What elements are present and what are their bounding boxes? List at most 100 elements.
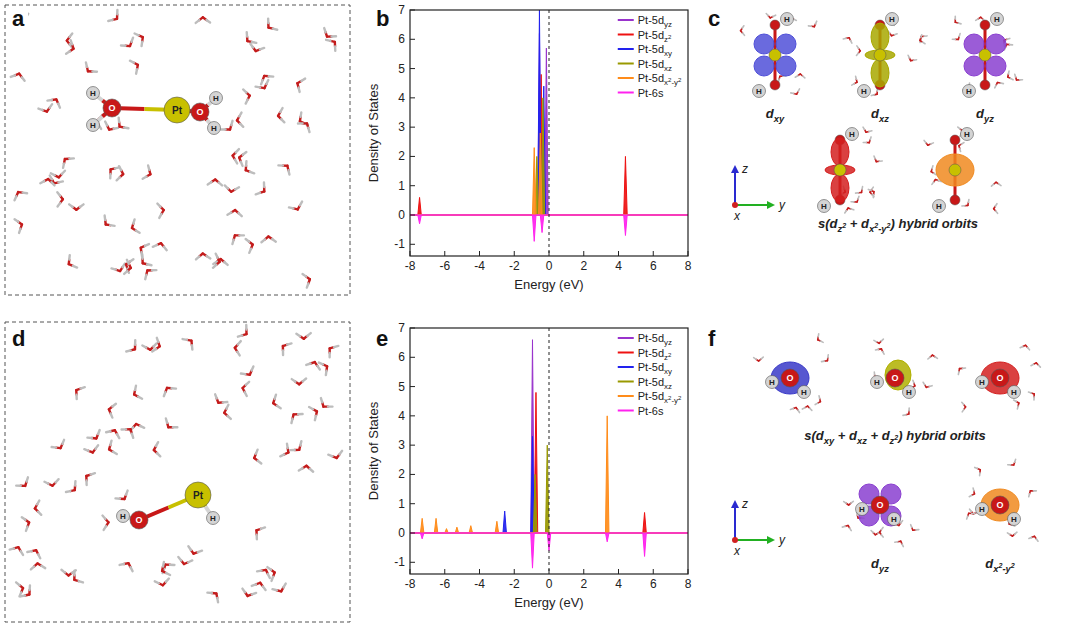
x-tick-label: 8 bbox=[685, 577, 692, 591]
structure-panel: HHOPtOHH bbox=[5, 5, 350, 295]
atom bbox=[191, 103, 209, 121]
water-bond bbox=[239, 113, 241, 117]
y-tick bbox=[410, 156, 415, 157]
water-bond bbox=[140, 426, 144, 428]
water-bond bbox=[959, 149, 961, 152]
water-bond bbox=[817, 334, 819, 337]
water-bond bbox=[810, 408, 812, 410]
water-bond bbox=[869, 137, 872, 140]
atom-label: H bbox=[979, 378, 985, 387]
water-bond bbox=[81, 387, 85, 388]
atom-label: H bbox=[210, 514, 216, 523]
legend-swatch bbox=[618, 395, 634, 397]
water-bond bbox=[850, 528, 852, 531]
water-bond bbox=[280, 108, 282, 112]
water-bond bbox=[102, 516, 105, 519]
legend-swatch bbox=[618, 352, 634, 354]
atom bbox=[818, 200, 831, 213]
water-bond bbox=[73, 266, 77, 268]
water-bond bbox=[44, 482, 48, 484]
water-bond bbox=[996, 211, 998, 213]
water-bond bbox=[121, 44, 125, 47]
water-bond bbox=[84, 449, 88, 451]
text-run: z bbox=[988, 114, 994, 124]
water-bond bbox=[52, 446, 56, 449]
y-tick bbox=[410, 244, 415, 245]
water-bond bbox=[16, 484, 20, 487]
orbital-lobe bbox=[831, 174, 849, 202]
y-tick bbox=[410, 185, 415, 186]
water-bond bbox=[245, 161, 248, 165]
water-bond bbox=[808, 25, 811, 27]
atom bbox=[933, 200, 946, 213]
legend: Pt-5dyzPt-5dz2Pt-5dxyPt-5dxzPt-5dx2-y2Pt… bbox=[618, 14, 682, 99]
atom-label: H bbox=[861, 87, 867, 96]
fermi-line bbox=[549, 10, 550, 256]
text-run: P bbox=[638, 58, 645, 70]
water-bond bbox=[124, 126, 128, 129]
water-bond bbox=[967, 516, 968, 519]
legend-swatch bbox=[618, 366, 634, 368]
atom-label: O bbox=[891, 373, 898, 383]
water-bond bbox=[92, 70, 96, 73]
water-bond bbox=[142, 345, 146, 347]
water-bond bbox=[845, 210, 847, 212]
water-bond bbox=[22, 77, 25, 81]
water-bond bbox=[931, 143, 934, 144]
x-tick bbox=[549, 251, 550, 256]
water-bond bbox=[742, 26, 744, 29]
y-tick-label: 2 bbox=[398, 149, 405, 163]
x-tick bbox=[514, 569, 515, 574]
figure: HHOPtOHHHOPtH-8-6-4-202468-101234567Ener… bbox=[0, 0, 1086, 631]
water-bond bbox=[116, 10, 119, 14]
water-bond bbox=[153, 245, 157, 247]
water-bond bbox=[188, 560, 192, 562]
text-run: s bbox=[818, 216, 825, 231]
water-bond bbox=[863, 127, 865, 130]
atom bbox=[886, 369, 904, 387]
water-bond bbox=[272, 577, 274, 581]
y-tick bbox=[410, 328, 415, 329]
legend-label: Pt-5dx2-y2 bbox=[638, 390, 682, 405]
atom bbox=[103, 99, 121, 117]
water-bond bbox=[216, 598, 219, 602]
y-tick-label: 5 bbox=[398, 380, 405, 394]
water-bond bbox=[108, 20, 112, 21]
water-bond bbox=[923, 382, 925, 385]
water-bond bbox=[1029, 537, 1032, 538]
panel-frame bbox=[5, 5, 350, 295]
water-bond bbox=[287, 343, 291, 344]
water-bond bbox=[326, 40, 330, 41]
water-bond bbox=[263, 182, 266, 186]
water-bond bbox=[246, 100, 248, 104]
water-bond bbox=[299, 88, 300, 92]
water-bond bbox=[1017, 406, 1019, 409]
water-bond bbox=[114, 127, 118, 130]
water-bond bbox=[991, 184, 993, 186]
atom-label: H bbox=[994, 15, 1000, 24]
atom-label: O bbox=[996, 500, 1003, 510]
x-tick bbox=[410, 569, 411, 574]
water-bond bbox=[773, 15, 776, 16]
orbital-label: dyz bbox=[871, 556, 889, 574]
water-bond bbox=[166, 579, 169, 582]
water-bond bbox=[932, 182, 934, 184]
water-bond bbox=[754, 358, 757, 360]
water-bond bbox=[103, 216, 106, 220]
water-bond bbox=[872, 187, 874, 190]
atom bbox=[207, 512, 220, 525]
water-bond bbox=[766, 13, 768, 15]
text-run: P bbox=[638, 347, 645, 359]
x-tick bbox=[479, 569, 480, 574]
water-bond bbox=[250, 172, 254, 174]
water-bond bbox=[972, 513, 975, 515]
axis-arrow bbox=[734, 171, 736, 205]
legend-label: Pt-5dxz bbox=[638, 58, 672, 73]
water-bond bbox=[1028, 391, 1031, 394]
water-bond bbox=[172, 387, 176, 390]
x-tick-label: 0 bbox=[546, 577, 553, 591]
water-bond bbox=[26, 527, 28, 531]
x-tick bbox=[618, 569, 619, 574]
water-bond bbox=[19, 229, 20, 233]
water-bond bbox=[961, 143, 964, 145]
